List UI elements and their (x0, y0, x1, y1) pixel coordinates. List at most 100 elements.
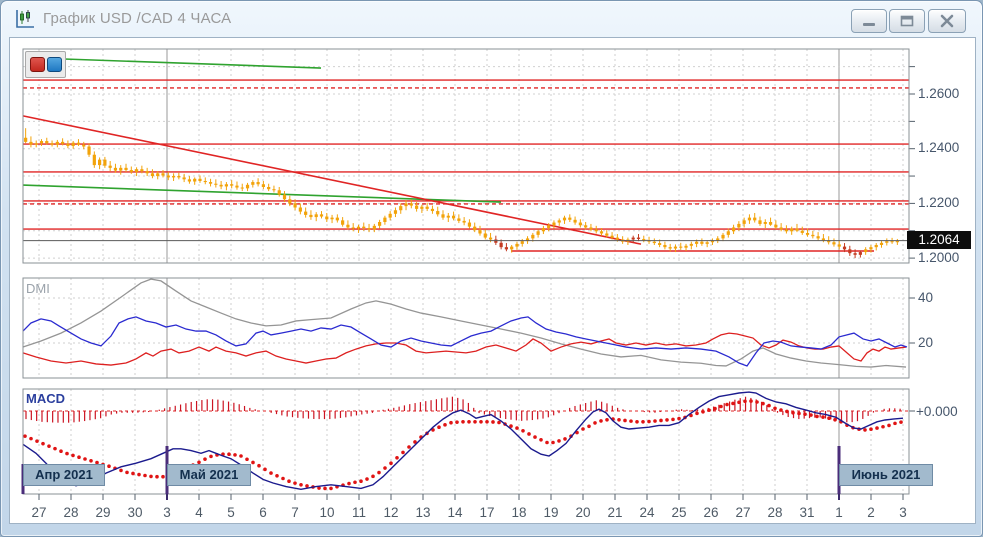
macd-signal-dot (701, 410, 705, 414)
macd-signal-dot (833, 417, 837, 422)
macd-panel-label: MACD (26, 391, 65, 406)
candle-body (800, 230, 804, 233)
macd-signal-dot (293, 481, 297, 485)
candle-body (562, 217, 567, 221)
macd-signal-dot (641, 420, 645, 424)
candle-body (367, 228, 371, 230)
candle-body (177, 176, 181, 178)
candle-body (811, 234, 815, 237)
macd-signal-dot (137, 472, 141, 477)
candle-body (108, 165, 112, 168)
candle-body (119, 167, 123, 171)
macd-signal-dot (407, 445, 411, 449)
candle-body (599, 231, 604, 234)
candle-body (134, 169, 139, 172)
panel-border (22, 48, 910, 264)
macd-signal-dot (473, 420, 477, 424)
candle-body (636, 237, 641, 239)
x-axis-day-label: 14 (447, 505, 463, 520)
candle-body (92, 154, 96, 166)
x-axis-day-label: 19 (543, 505, 558, 520)
macd-signal-dot (263, 467, 267, 472)
candle-body (520, 241, 524, 244)
candle-body (388, 213, 392, 218)
candle-body (55, 141, 59, 145)
candle-body (494, 239, 498, 243)
candle-body (124, 167, 128, 171)
macd-signal-dot (815, 414, 819, 419)
dmi-adx-line (22, 278, 907, 368)
macd-signal-dot (827, 416, 831, 421)
candle-body (319, 214, 324, 217)
close-button[interactable] (928, 9, 966, 33)
app-chart-icon (16, 10, 34, 28)
candle-body (747, 217, 752, 221)
dmi-tick-20: 20 (918, 335, 934, 350)
macd-signal-dot (197, 460, 201, 465)
candle-body (224, 184, 229, 187)
macd-signal-dot (23, 434, 27, 438)
macd-signal-dot (551, 440, 555, 445)
macd-signal-dot (299, 483, 303, 487)
macd-signal-dot (527, 432, 531, 436)
macd-signal-dot (77, 455, 81, 460)
macd-signal-dot (677, 416, 681, 421)
x-axis-day-label: 30 (127, 505, 142, 520)
legend-red-series-button[interactable] (30, 57, 45, 72)
macd-signal-dot (107, 464, 111, 469)
candle-body (457, 218, 461, 221)
candle-body (436, 211, 440, 215)
candle-body (737, 223, 741, 228)
legend-blue-series-button[interactable] (47, 57, 62, 72)
x-axis-day-label: 31 (799, 505, 814, 520)
candle-body (39, 141, 44, 144)
candle-body (895, 240, 899, 243)
candle-body (298, 207, 302, 212)
macd-signal-dot (809, 413, 813, 417)
candle-body (304, 211, 308, 215)
candle-body (874, 244, 878, 248)
dmi-minus-di-line (22, 332, 907, 366)
candle-body (341, 220, 345, 225)
title-bar[interactable]: График USD /CAD 4 ЧАСА (1, 1, 982, 36)
macd-signal-dot (539, 438, 543, 442)
macd-signal-dot (893, 421, 897, 426)
candle-body (753, 217, 757, 221)
macd-signal-dot (599, 419, 603, 423)
macd-signal-dot (587, 424, 591, 429)
candle-body (425, 206, 429, 209)
candle-body (330, 217, 334, 220)
close-icon (940, 14, 954, 28)
candle-body (615, 237, 619, 240)
candle-body (705, 242, 709, 244)
candle-body (393, 210, 398, 214)
candle-body (805, 232, 810, 235)
macd-signal-dot (863, 428, 867, 432)
macd-signal-dot (659, 418, 663, 423)
candle-body (245, 184, 250, 189)
candle-body (547, 225, 551, 229)
macd-signal-dot (287, 479, 291, 484)
dmi-panel-label: DMI (26, 281, 50, 296)
x-axis-day-label: 1 (835, 505, 843, 520)
candle-body (758, 220, 762, 224)
macd-signal-dot (581, 427, 585, 431)
candle-body (409, 203, 413, 206)
price-label-12400: 1.2400 (918, 140, 960, 155)
macd-signal-dot (647, 419, 651, 424)
candle-body (230, 184, 234, 186)
minimize-button[interactable] (851, 9, 887, 33)
x-axis-day-label: 11 (352, 505, 366, 520)
candle-body (525, 238, 530, 242)
macd-signal-dot (665, 418, 669, 422)
macd-signal-dot (869, 427, 873, 432)
candle-body (378, 221, 382, 226)
macd-signal-dot (119, 468, 123, 473)
macd-signal-dot (443, 423, 447, 427)
maximize-button[interactable] (889, 9, 925, 33)
macd-signal-dot (791, 411, 795, 415)
candle-body (573, 219, 577, 223)
candle-body (510, 246, 514, 250)
candle-body (763, 221, 767, 224)
